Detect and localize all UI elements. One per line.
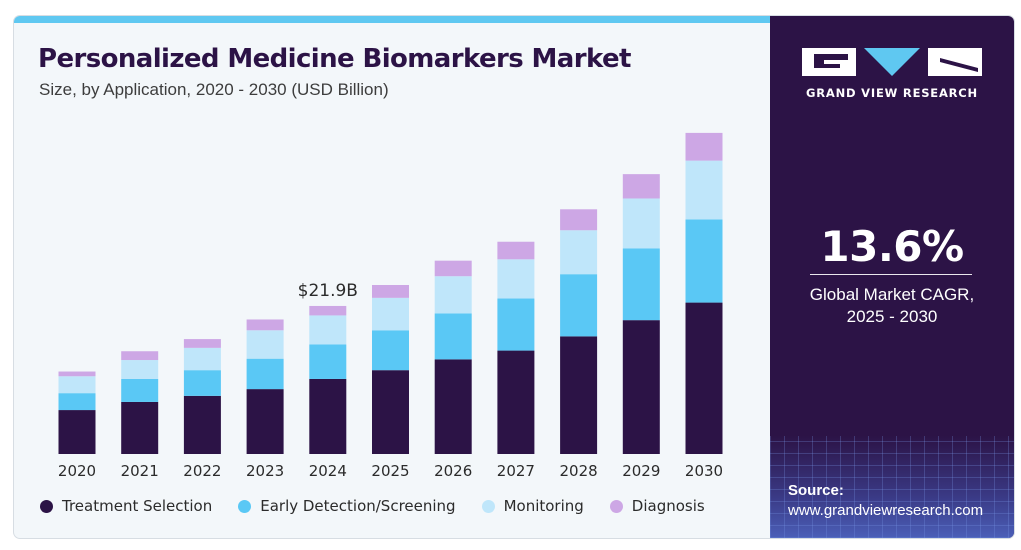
bar-segment-2021-s0 — [121, 401, 159, 454]
cagr-label-line2: 2025 - 2030 — [846, 307, 938, 326]
legend-item: Treatment Selection — [40, 497, 212, 515]
x-tick-label: 2024 — [309, 462, 347, 480]
legend-swatch — [481, 499, 495, 513]
chart-title: Personalized Medicine Biomarkers Market — [38, 44, 631, 74]
bar-segment-2028-s0 — [560, 336, 598, 454]
cagr-value: 13.6% — [820, 222, 964, 271]
bar-segment-2026-s1 — [434, 313, 472, 360]
bar-segment-2027-s0 — [497, 350, 535, 454]
bar-segment-2023-s0 — [246, 389, 284, 454]
bar-segment-2022-s2 — [183, 347, 221, 371]
bar-segment-2027-s1 — [497, 298, 535, 351]
bar-segment-2024-s1 — [309, 344, 347, 379]
legend-label: Diagnosis — [631, 497, 705, 515]
bar-segment-2027-s3 — [497, 241, 535, 260]
cagr-label-line1: Global Market CAGR, — [809, 285, 975, 304]
x-tick-label: 2028 — [560, 462, 598, 480]
x-tick-label: 2025 — [371, 462, 409, 480]
bar-segment-2021-s1 — [121, 378, 159, 402]
bar-segment-2024-s3 — [309, 305, 347, 316]
legend-swatch — [609, 499, 623, 513]
accent-bar — [14, 16, 770, 23]
bar-segment-2023-s2 — [246, 330, 284, 359]
bar-segment-2025-s0 — [372, 370, 409, 454]
bar-segment-2029-s2 — [622, 198, 660, 249]
cagr-divider — [810, 274, 972, 275]
bar-segment-2028-s3 — [560, 209, 598, 231]
x-tick-label: 2030 — [685, 462, 723, 480]
bar-segment-2030-s2 — [685, 160, 723, 220]
bar-segment-2021-s3 — [121, 351, 159, 361]
legend-label: Treatment Selection — [62, 497, 213, 515]
bar-segment-2029-s1 — [622, 248, 660, 321]
legend-item: Monitoring — [481, 497, 584, 515]
bar-segment-2029-s0 — [622, 320, 660, 454]
bar-segment-2024-s2 — [309, 315, 347, 345]
brand-logo: GRAND VIEW RESEARCH — [800, 44, 984, 102]
stacked-bar-chart: 2020 2021 2022 2023 2024 $21.9B 2025 2026 2027 20… — [58, 132, 723, 480]
bar-segment-2022-s1 — [183, 370, 221, 396]
chart-subtitle: Size, by Application, 2020 - 2030 (USD B… — [39, 80, 389, 99]
legend-label: Early Detection/Screening — [260, 497, 456, 515]
bar-segment-2022-s3 — [183, 339, 221, 348]
bar-segment-2030-s0 — [685, 302, 723, 454]
legend-label: Monitoring — [503, 497, 584, 515]
bar-segment-2028-s1 — [560, 274, 598, 337]
bar-segment-2028-s2 — [560, 230, 598, 275]
x-tick-label: 2022 — [183, 462, 221, 480]
bar-segment-2023-s3 — [246, 319, 284, 331]
source-label: Source: — [788, 482, 844, 499]
logo-mark-icon — [802, 48, 982, 76]
bar-segment-2020-s3 — [58, 371, 96, 377]
bar-segment-2030-s3 — [685, 132, 723, 161]
bar-segment-2030-s1 — [685, 219, 723, 303]
x-tick-label: 2021 — [121, 462, 159, 480]
legend-item: Diagnosis — [609, 497, 705, 515]
legend-item: Early Detection/Screening — [238, 497, 456, 515]
bar-segment-2020-s0 — [58, 410, 96, 454]
bar-segment-2022-s0 — [183, 395, 221, 454]
bar-segment-2025-s1 — [372, 330, 409, 371]
x-tick-label: 2026 — [434, 462, 472, 480]
infographic-card: Personalized Medicine Biomarkers Market … — [14, 16, 1014, 538]
brand-name: GRAND VIEW RESEARCH — [806, 86, 978, 100]
bar-segment-2025-s2 — [372, 297, 409, 331]
bar-segment-2026-s3 — [434, 260, 472, 277]
bar-segment-2021-s2 — [121, 360, 159, 379]
chart-panel: Personalized Medicine Biomarkers Market … — [14, 16, 770, 538]
bar-segment-2023-s1 — [246, 358, 284, 390]
bar-segment-2024-s0 — [309, 378, 347, 454]
bar-segment-2027-s2 — [497, 259, 535, 299]
legend-swatch — [40, 499, 53, 513]
bar-segment-2026-s2 — [434, 276, 472, 314]
cagr-label: Global Market CAGR, 2025 - 2030 — [770, 284, 1014, 328]
bar-segment-2020-s1 — [58, 393, 96, 411]
sidebar-panel: GRAND VIEW RESEARCH 13.6% Global Market … — [770, 16, 1014, 538]
x-tick-label: 2023 — [246, 462, 284, 480]
data-label: $21.9B — [298, 281, 358, 301]
decorative-grid — [770, 436, 1014, 538]
bar-segment-2020-s2 — [58, 376, 96, 394]
x-tick-label: 2020 — [58, 462, 96, 480]
chart-legend: Treatment Selection Early Detection/Scree… — [40, 494, 705, 518]
source-link[interactable]: www.grandviewresearch.com — [788, 502, 984, 519]
legend-swatch — [238, 499, 252, 513]
x-tick-label: 2027 — [497, 462, 535, 480]
bar-segment-2029-s3 — [622, 174, 660, 199]
x-tick-label: 2029 — [622, 462, 660, 480]
bar-segment-2026-s0 — [434, 359, 472, 454]
bar-segment-2025-s3 — [372, 285, 409, 298]
